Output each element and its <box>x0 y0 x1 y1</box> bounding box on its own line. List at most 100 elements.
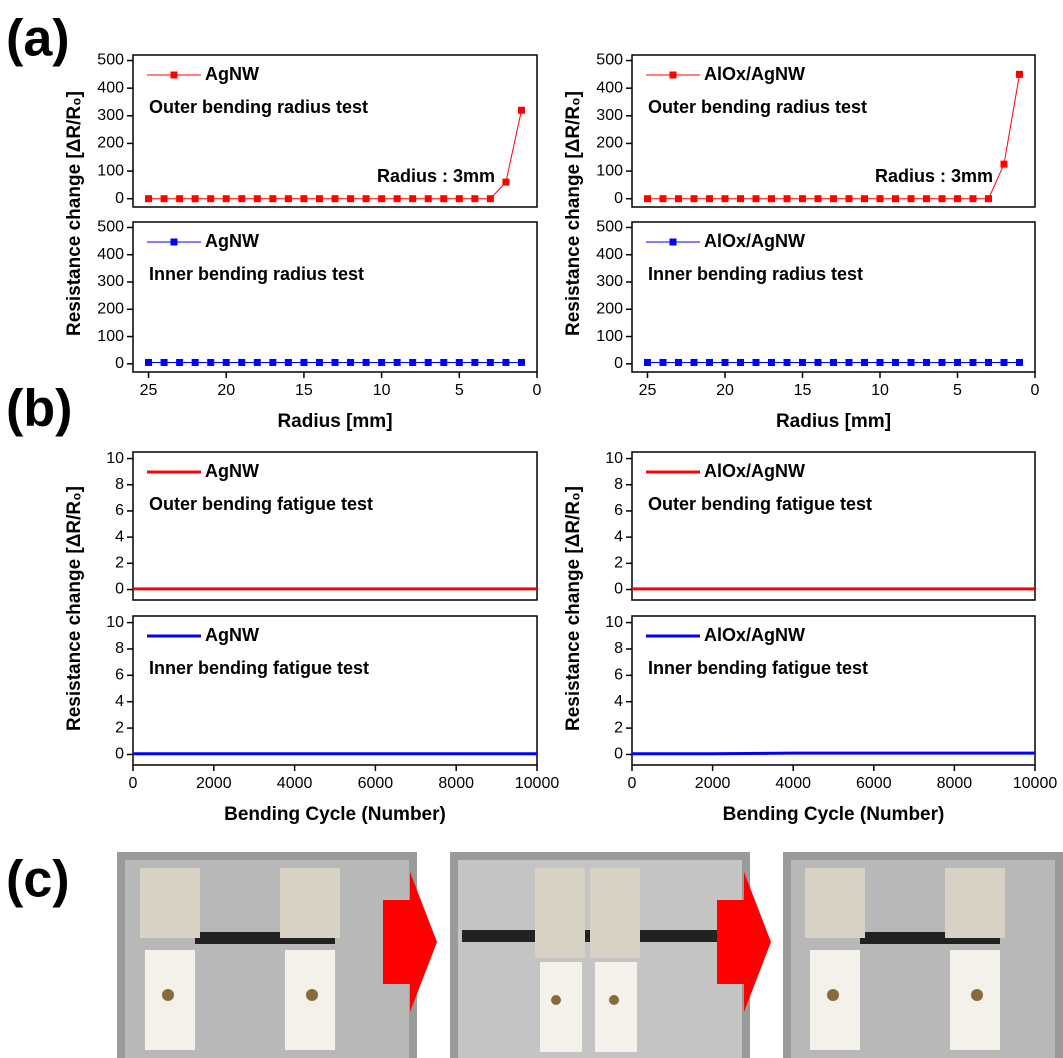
y-tick-label: 0 <box>115 355 124 372</box>
data-point <box>161 195 168 202</box>
x-tick-label: 5 <box>455 382 464 399</box>
legend-label: AgNW <box>205 231 259 251</box>
data-point <box>985 359 992 366</box>
y-tick-label: 0 <box>115 581 124 598</box>
x-axis-label: Radius [mm] <box>776 411 891 432</box>
data-point <box>347 359 354 366</box>
data-point <box>768 195 775 202</box>
y-tick-label: 100 <box>97 162 124 179</box>
y-tick-label: 0 <box>115 190 124 207</box>
data-point <box>954 359 961 366</box>
y-tick-label: 4 <box>115 693 124 710</box>
plot-frame <box>632 452 1035 600</box>
x-tick-label: 10 <box>871 382 889 399</box>
panel-label: (a) <box>6 10 70 68</box>
legend-marker <box>670 239 677 246</box>
data-point <box>985 195 992 202</box>
photo <box>117 852 417 1058</box>
x-tick-label: 10000 <box>515 775 560 792</box>
y-tick-label: 200 <box>97 300 124 317</box>
data-point <box>471 359 478 366</box>
y-tick-label: 100 <box>596 328 623 345</box>
y-tick-label: 0 <box>614 190 623 207</box>
y-tick-label: 400 <box>97 246 124 263</box>
legend-marker <box>171 239 178 246</box>
data-point <box>192 359 199 366</box>
data-point <box>939 359 946 366</box>
data-point <box>861 195 868 202</box>
data-point <box>954 195 961 202</box>
series-line <box>632 753 1035 754</box>
data-point <box>908 359 915 366</box>
data-point <box>425 195 432 202</box>
annotation: Radius : 3mm <box>377 166 495 186</box>
data-point <box>238 195 245 202</box>
y-axis-label: Resistance change [ΔR/R₀] <box>64 91 85 336</box>
data-point <box>1001 359 1008 366</box>
y-tick-label: 8 <box>115 476 124 493</box>
y-tick-label: 500 <box>97 219 124 236</box>
legend-marker <box>171 72 178 79</box>
x-tick-label: 25 <box>639 382 657 399</box>
data-point <box>753 195 760 202</box>
data-point <box>815 195 822 202</box>
y-tick-label: 10 <box>106 614 124 631</box>
y-tick-label: 2 <box>115 555 124 572</box>
data-point <box>425 359 432 366</box>
data-point <box>660 359 667 366</box>
data-point <box>285 359 292 366</box>
y-tick-label: 2 <box>614 719 623 736</box>
y-tick-label: 300 <box>97 273 124 290</box>
y-tick-label: 0 <box>614 355 623 372</box>
data-point <box>145 359 152 366</box>
y-tick-label: 400 <box>596 79 623 96</box>
x-tick-label: 10000 <box>1013 775 1058 792</box>
data-point <box>161 359 168 366</box>
y-tick-label: 6 <box>614 502 623 519</box>
figure: (a) (b) (c) 0100200300400500Resistance c… <box>0 0 1063 1058</box>
data-point <box>254 195 261 202</box>
data-point <box>861 359 868 366</box>
annotation: Inner bending fatigue test <box>149 658 369 678</box>
data-point <box>892 359 899 366</box>
x-tick-label: 8000 <box>438 775 474 792</box>
annotation: Outer bending radius test <box>149 97 368 117</box>
data-point <box>970 195 977 202</box>
data-point <box>409 359 416 366</box>
y-tick-label: 500 <box>97 52 124 69</box>
y-tick-label: 6 <box>115 667 124 684</box>
x-tick-label: 0 <box>1031 382 1040 399</box>
data-point <box>722 359 729 366</box>
data-point <box>970 359 977 366</box>
data-point <box>487 195 494 202</box>
y-tick-label: 6 <box>115 502 124 519</box>
data-point <box>908 195 915 202</box>
legend-label: AlOx/AgNW <box>704 461 805 481</box>
legend-label: AgNW <box>205 625 259 645</box>
data-point <box>1001 161 1008 168</box>
data-point <box>238 359 245 366</box>
y-tick-label: 300 <box>596 273 623 290</box>
data-point <box>846 195 853 202</box>
data-point <box>176 195 183 202</box>
x-axis-label: Bending Cycle (Number) <box>723 804 945 825</box>
y-tick-label: 4 <box>614 693 623 710</box>
data-point <box>518 107 525 114</box>
data-point <box>675 195 682 202</box>
data-point <box>799 359 806 366</box>
data-point <box>347 195 354 202</box>
annotation: Inner bending radius test <box>648 264 863 284</box>
data-point <box>285 195 292 202</box>
data-point <box>799 195 806 202</box>
legend-marker <box>670 72 677 79</box>
data-point <box>471 195 478 202</box>
y-axis-label: Resistance change [ΔR/R₀] <box>563 91 584 336</box>
y-axis-label: Resistance change [ΔR/R₀] <box>64 486 85 731</box>
data-point <box>487 359 494 366</box>
x-tick-label: 5 <box>953 382 962 399</box>
x-tick-label: 15 <box>295 382 313 399</box>
data-point <box>502 359 509 366</box>
data-point <box>394 195 401 202</box>
data-point <box>706 195 713 202</box>
annotation: Outer bending fatigue test <box>648 494 872 514</box>
